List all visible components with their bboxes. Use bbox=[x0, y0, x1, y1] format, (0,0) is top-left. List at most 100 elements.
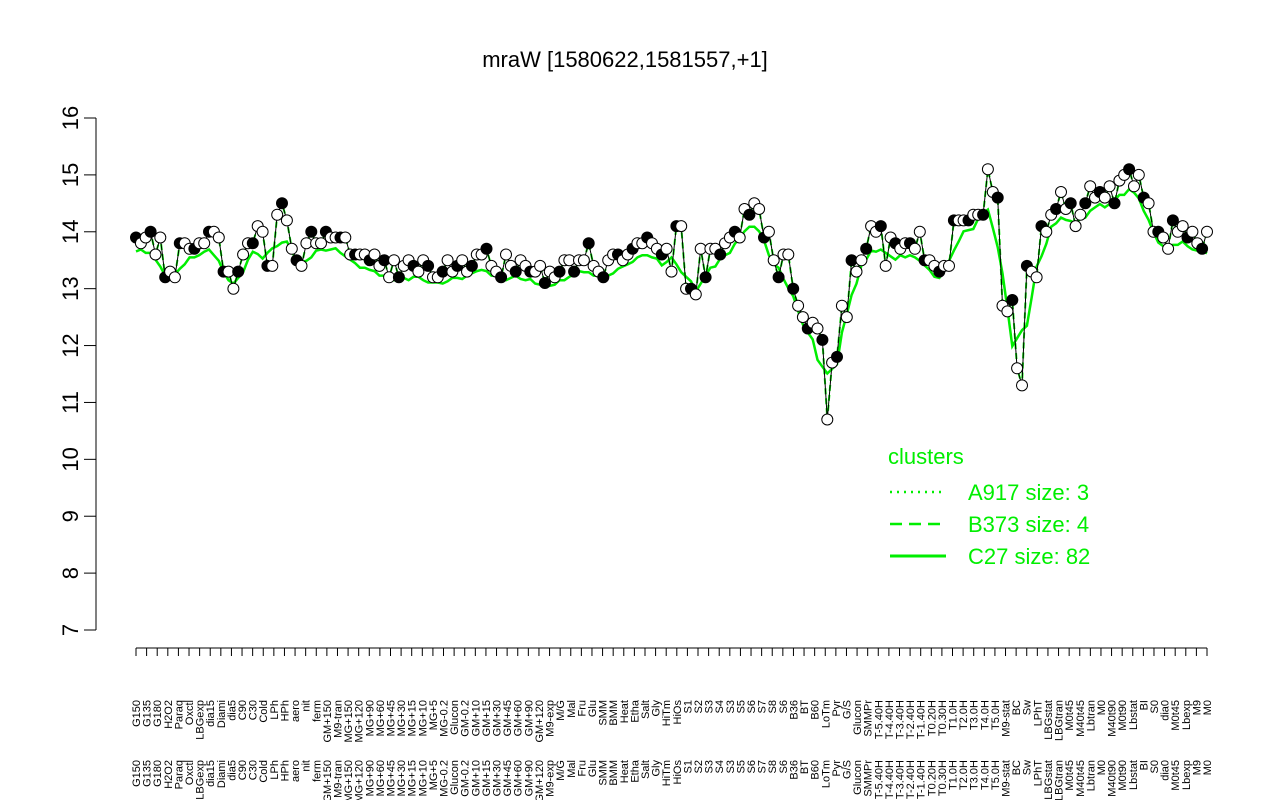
x-tick-label-lower: T1.0H bbox=[948, 760, 960, 790]
data-point bbox=[232, 265, 245, 278]
x-tick-label: C90 bbox=[237, 700, 249, 720]
x-tick-label-lower: M0t90 bbox=[1117, 760, 1129, 791]
data-point bbox=[280, 214, 293, 227]
x-tick-label-lower: LBGexp bbox=[195, 760, 207, 800]
x-tick-label-lower: M40t90 bbox=[1107, 760, 1119, 797]
x-tick-label-lower: MG+90 bbox=[364, 760, 376, 796]
data-point bbox=[762, 225, 775, 238]
data-point bbox=[212, 231, 225, 244]
data-point bbox=[1011, 362, 1024, 375]
data-point bbox=[831, 350, 843, 363]
x-tick-label-lower: T2.0H bbox=[958, 760, 970, 790]
x-tick-label-lower: MG+60 bbox=[375, 760, 387, 796]
x-tick-label-lower: ferm bbox=[311, 760, 323, 782]
x-tick-label: S8 bbox=[767, 700, 779, 713]
x-tick-label: Pyr bbox=[831, 700, 843, 717]
x-tick-label: SMMPr bbox=[863, 700, 875, 737]
x-tick-label-lower: GM-0.2 bbox=[460, 760, 472, 797]
data-point bbox=[1103, 180, 1116, 193]
x-tick-label-lower: HiOs bbox=[672, 760, 684, 785]
data-point bbox=[392, 271, 405, 284]
x-tick-label: Salt bbox=[640, 700, 652, 719]
x-tick-label: S7 bbox=[757, 700, 769, 713]
x-tick-label-lower: T-4.40H bbox=[884, 760, 896, 799]
x-tick-label: MG+5 bbox=[428, 700, 440, 730]
x-tick-label-lower: BI bbox=[1138, 760, 1150, 770]
data-point bbox=[509, 265, 522, 278]
x-tick-label: S0 bbox=[1149, 700, 1161, 713]
x-tick-label: GM+120 bbox=[534, 700, 546, 743]
y-tick-label: 8 bbox=[58, 567, 83, 579]
data-point bbox=[1186, 225, 1199, 238]
data-point bbox=[198, 237, 211, 250]
y-tick-label: 15 bbox=[58, 163, 83, 187]
x-tick-label-lower: LPhT bbox=[1032, 760, 1044, 787]
x-tick-label: MG+60 bbox=[375, 700, 387, 736]
data-point bbox=[422, 259, 435, 272]
y-axis: 7 8 9 10 11 12 13 14 15 16 bbox=[58, 106, 97, 636]
x-tick-label: M9-exp bbox=[545, 700, 557, 737]
data-point bbox=[879, 259, 892, 272]
data-point bbox=[850, 265, 863, 278]
x-tick-label: M40t90 bbox=[1107, 700, 1119, 737]
x-tick-label: LPh bbox=[269, 700, 281, 720]
x-tick-label-lower: MG+30 bbox=[396, 760, 408, 796]
data-point bbox=[227, 282, 240, 295]
x-tick-label-lower: LPh bbox=[269, 760, 281, 780]
x-tick-label-lower: S4 bbox=[714, 760, 726, 773]
x-tick-label: ferm bbox=[311, 700, 323, 722]
x-tick-label-lower: Lbexp bbox=[1181, 760, 1193, 790]
x-tick-label: M9-tran bbox=[332, 700, 344, 738]
x-tick-label: Fru bbox=[576, 700, 588, 717]
x-tick-label-lower: C90 bbox=[237, 760, 249, 780]
data-point bbox=[1030, 271, 1043, 284]
data-point bbox=[821, 413, 834, 426]
x-tick-label: T0.30H bbox=[937, 700, 949, 736]
data-point bbox=[1201, 225, 1213, 238]
data-point bbox=[714, 248, 727, 261]
x-tick-label-lower: H2O2 bbox=[163, 760, 175, 789]
data-point bbox=[568, 265, 581, 278]
data-point bbox=[256, 225, 269, 238]
data-point bbox=[660, 242, 673, 255]
data-point bbox=[787, 282, 800, 295]
x-tick-label-lower: S3 bbox=[725, 760, 737, 773]
x-tick-label: G135 bbox=[142, 700, 154, 727]
x-tick-label: S6 bbox=[778, 700, 790, 713]
data-point bbox=[1079, 197, 1092, 210]
data-point bbox=[315, 237, 327, 250]
x-tick-label: HPh bbox=[279, 700, 291, 721]
x-tick-label: M9-stat bbox=[1001, 700, 1013, 737]
data-point bbox=[1196, 242, 1209, 255]
data-point bbox=[538, 277, 551, 289]
x-tick-label: Mal bbox=[566, 700, 578, 718]
x-tick-label: T-2.40H bbox=[905, 700, 917, 739]
data-point bbox=[1142, 197, 1155, 210]
legend-label: A917 size: 3 bbox=[968, 480, 1089, 505]
x-tick-label-lower: M40t45 bbox=[1075, 760, 1087, 797]
x-tick-label: BI bbox=[1138, 700, 1150, 710]
x-tick-label: S1 bbox=[682, 700, 694, 713]
data-point bbox=[1016, 379, 1028, 392]
data-point bbox=[733, 231, 746, 244]
x-tick-label-lower: Sw bbox=[1022, 760, 1034, 775]
x-tick-label-lower: T-5.40H bbox=[873, 760, 885, 799]
x-tick-label: BT bbox=[799, 700, 811, 714]
x-tick-label: GM+45 bbox=[502, 700, 514, 736]
data-point bbox=[553, 265, 566, 278]
y-tick-label: 14 bbox=[58, 220, 83, 244]
x-tick-label-lower: T-3.40H bbox=[894, 760, 906, 799]
y-tick-label: 13 bbox=[58, 276, 83, 300]
x-tick-label-lower: S2 bbox=[693, 760, 705, 773]
data-point bbox=[1157, 231, 1170, 244]
data-point bbox=[1040, 225, 1053, 238]
data-point bbox=[582, 237, 595, 250]
data-point bbox=[149, 248, 162, 261]
x-tick-label: GM+90 bbox=[523, 700, 535, 736]
data-point bbox=[753, 203, 766, 215]
x-tick-label: M0t45 bbox=[1170, 700, 1182, 731]
data-point bbox=[1166, 214, 1179, 227]
x-tick-label-lower: MG+10 bbox=[417, 760, 429, 796]
data-point bbox=[480, 242, 493, 255]
